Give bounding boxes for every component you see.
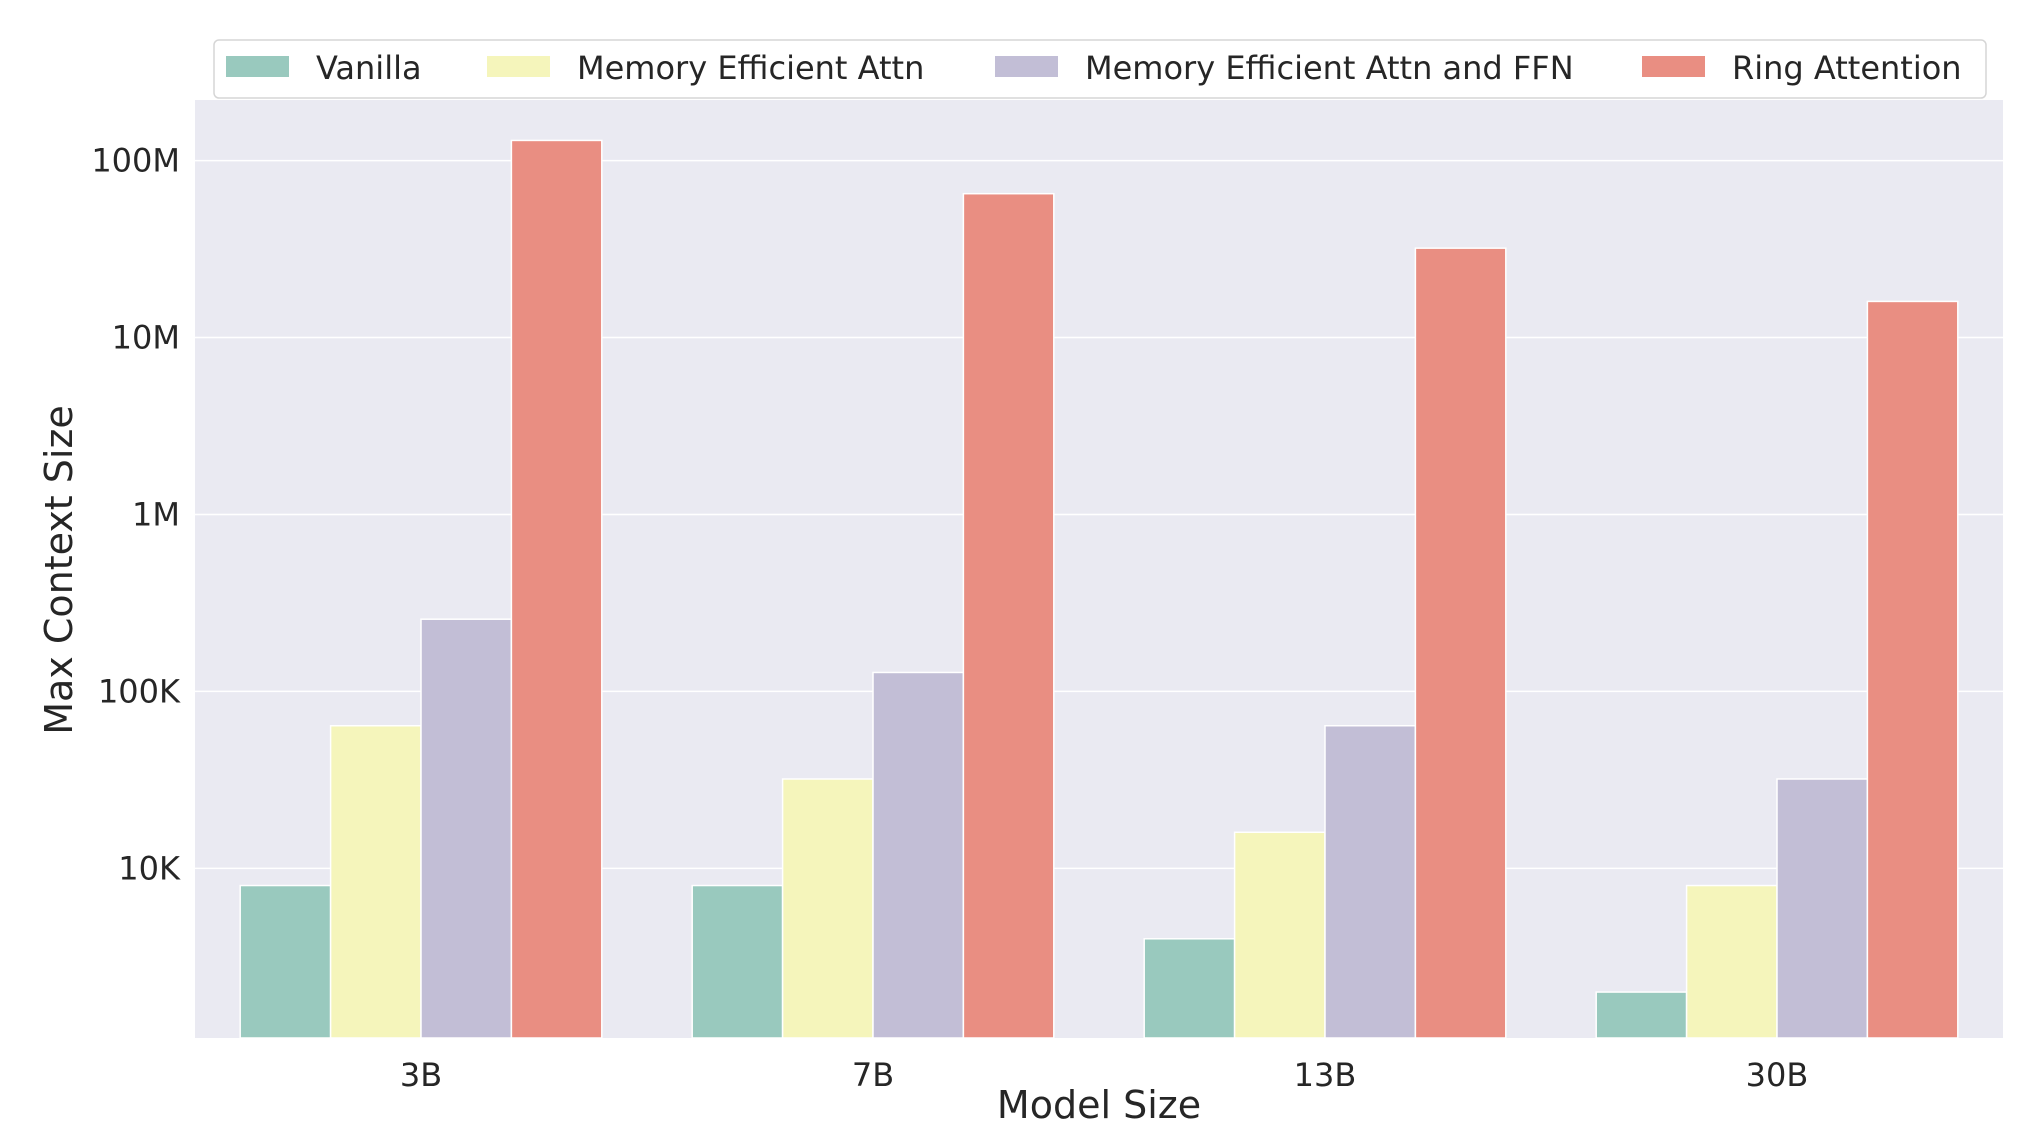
bar-memory-efficient-attn-and-ffn-13b — [1324, 724, 1417, 1039]
bar-memory-efficient-attn-30b — [1685, 884, 1778, 1039]
bar-ring-attention-13b — [1414, 247, 1507, 1039]
bar-memory-efficient-attn-and-ffn-7b — [872, 671, 965, 1039]
legend-label: Vanilla — [316, 49, 422, 87]
bar-vanilla-13b — [1143, 938, 1236, 1039]
legend: Vanilla Memory Efficient Attn Memory Effic… — [213, 39, 1987, 99]
y-tick-label: 100M — [91, 142, 180, 180]
x-tick-label: 3B — [400, 1056, 442, 1094]
bar-ring-attention-7b — [962, 192, 1055, 1039]
y-tick-label: 100K — [98, 672, 181, 710]
legend-swatch — [226, 56, 289, 77]
bar-memory-efficient-attn-7b — [781, 778, 874, 1039]
y-axis-title: Max Context Size — [37, 405, 81, 735]
x-axis-ticks: 3B 7B 13B 30B — [400, 1056, 1808, 1094]
bar-ring-attention-30b — [1866, 300, 1959, 1039]
y-tick-label: 10M — [112, 319, 180, 357]
bar-vanilla-3b — [239, 884, 332, 1039]
y-tick-label: 1M — [132, 495, 180, 533]
legend-swatch — [995, 56, 1058, 77]
bar-vanilla-30b — [1595, 991, 1688, 1039]
legend-swatch — [487, 56, 550, 77]
x-tick-label: 30B — [1746, 1056, 1809, 1094]
bar-ring-attention-3b — [510, 139, 603, 1039]
bar-memory-efficient-attn-3b — [329, 724, 422, 1039]
bar-memory-efficient-attn-13b — [1233, 831, 1326, 1039]
legend-swatch — [1642, 56, 1705, 77]
y-axis-ticks: 10K 100K 1M 10M 100M — [91, 142, 181, 888]
bar-vanilla-7b — [691, 884, 784, 1039]
x-axis-title: Model Size — [997, 1083, 1201, 1127]
legend-label: Ring Attention — [1732, 49, 1962, 87]
legend-label: Memory Efficient Attn — [577, 49, 924, 87]
y-tick-label: 10K — [118, 849, 181, 887]
bar-memory-efficient-attn-and-ffn-3b — [420, 618, 513, 1039]
bar-memory-efficient-attn-and-ffn-30b — [1776, 778, 1869, 1039]
legend-box — [213, 39, 1987, 99]
x-tick-label: 7B — [852, 1056, 894, 1094]
x-tick-label: 13B — [1294, 1056, 1357, 1094]
bars — [239, 139, 1959, 1039]
legend-label: Memory Efficient Attn and FFN — [1085, 49, 1574, 87]
